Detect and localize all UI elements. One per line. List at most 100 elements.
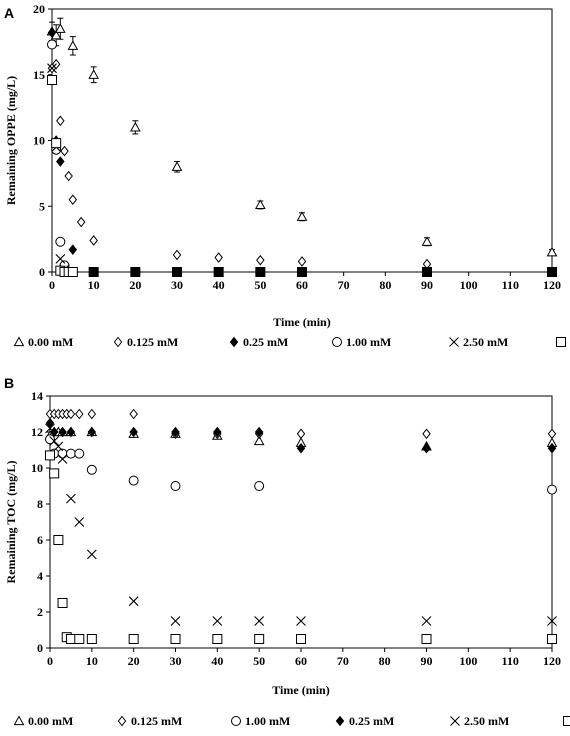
series-1-00-mM (47, 39, 557, 277)
data-point (421, 236, 433, 246)
data-point (297, 256, 307, 267)
legend-label: 2.50 mM (463, 335, 508, 349)
data-point (130, 267, 141, 277)
data-point (57, 454, 68, 464)
data-point (129, 121, 141, 132)
x-tick-label: 60 (296, 278, 308, 292)
panel-letter: A (4, 5, 14, 21)
data-point (129, 408, 138, 420)
legend: 0.00 mM0.125 mM1.00 mM0.25 mM2.50 mM5.00… (13, 714, 570, 728)
x-tick-label: 70 (338, 278, 350, 292)
legend-marker (563, 716, 570, 726)
data-point (129, 426, 138, 438)
x-tick-label: 0 (47, 654, 53, 668)
data-point (296, 442, 306, 454)
data-point (254, 199, 266, 210)
data-point (64, 170, 73, 182)
series-0-125-mM (45, 408, 557, 440)
x-tick-label: 110 (501, 654, 518, 668)
data-point (66, 493, 76, 504)
panel-letter: B (4, 375, 14, 391)
x-tick-label: 120 (543, 654, 561, 668)
data-point (51, 138, 62, 149)
data-point (255, 267, 266, 277)
data-point (68, 244, 78, 255)
x-tick-label: 20 (129, 278, 141, 292)
x-tick-label: 10 (88, 278, 100, 292)
data-point (422, 428, 431, 440)
data-point (172, 249, 182, 261)
legend-marker (117, 715, 127, 727)
data-point (65, 634, 76, 644)
plot-frame (51, 8, 553, 273)
data-point (213, 267, 224, 277)
data-point (254, 481, 265, 491)
data-point (89, 235, 98, 246)
data-point (65, 448, 76, 459)
data-point (547, 442, 557, 454)
data-point (128, 475, 139, 486)
data-point (74, 448, 85, 459)
data-point (47, 27, 57, 38)
data-point (422, 442, 431, 454)
data-point (212, 634, 223, 644)
data-point (128, 634, 139, 644)
x-tick-label: 0 (49, 278, 55, 292)
legend-marker (332, 337, 342, 347)
data-point (170, 616, 181, 626)
series-0-25-mM (45, 417, 557, 454)
x-tick-label: 70 (337, 654, 349, 668)
x-tick-label: 40 (211, 654, 223, 668)
data-point (547, 428, 557, 440)
data-point (172, 267, 182, 277)
data-point (128, 596, 139, 607)
data-point (45, 450, 55, 461)
data-point (55, 236, 66, 247)
data-point (56, 156, 65, 167)
data-point (47, 75, 57, 86)
y-tick-label: 2 (37, 605, 43, 619)
legend-label: 0.00 mM (28, 714, 73, 728)
data-point (49, 468, 60, 479)
data-point (546, 246, 558, 257)
data-point (45, 417, 55, 429)
y-tick-label: 8 (37, 497, 43, 511)
data-point (55, 253, 66, 264)
x-tick-label: 30 (171, 278, 183, 292)
data-point (54, 23, 66, 33)
data-point (74, 634, 85, 644)
data-point (296, 428, 306, 440)
data-point (88, 69, 100, 79)
data-point (213, 426, 222, 438)
data-point (86, 464, 97, 475)
y-tick-label: 6 (37, 533, 43, 547)
data-point (66, 426, 76, 438)
y-tick-label: 15 (33, 68, 45, 82)
data-point (547, 616, 557, 626)
series-2-50-mM (45, 423, 557, 626)
data-point (170, 481, 181, 491)
legend-label: 0.00 mM (28, 335, 73, 349)
chart-panel-a: A 0 10 20 30 40 50 60 70 80 90 100 110 120 0 5 10 15 20 Tim… (4, 2, 566, 349)
legend-marker (13, 336, 25, 347)
x-tick-label: 50 (254, 278, 266, 292)
x-tick-label: 100 (460, 278, 478, 292)
legend-marker (231, 716, 241, 726)
x-tick-label: 80 (379, 278, 391, 292)
x-tick-label: 100 (459, 654, 477, 668)
legend-marker (229, 336, 239, 348)
legend-marker (335, 715, 345, 727)
legend: 0.00 mM0.125 mM0.25 mM1.00 mM2.50 mM5.00… (13, 335, 566, 349)
y-tick-label: 10 (33, 134, 45, 148)
legend-marker (13, 715, 25, 726)
legend-label: 0.25 mM (349, 714, 394, 728)
data-point (547, 484, 557, 495)
y-tick-label: 20 (33, 2, 45, 16)
data-point (253, 435, 265, 446)
x-tick-label: 30 (170, 654, 182, 668)
data-point (421, 634, 432, 644)
x-tick-label: 20 (128, 654, 140, 668)
data-point (296, 616, 306, 626)
data-point (296, 634, 306, 644)
y-axis-title: Remaining TOC (mg/L) (4, 461, 18, 584)
